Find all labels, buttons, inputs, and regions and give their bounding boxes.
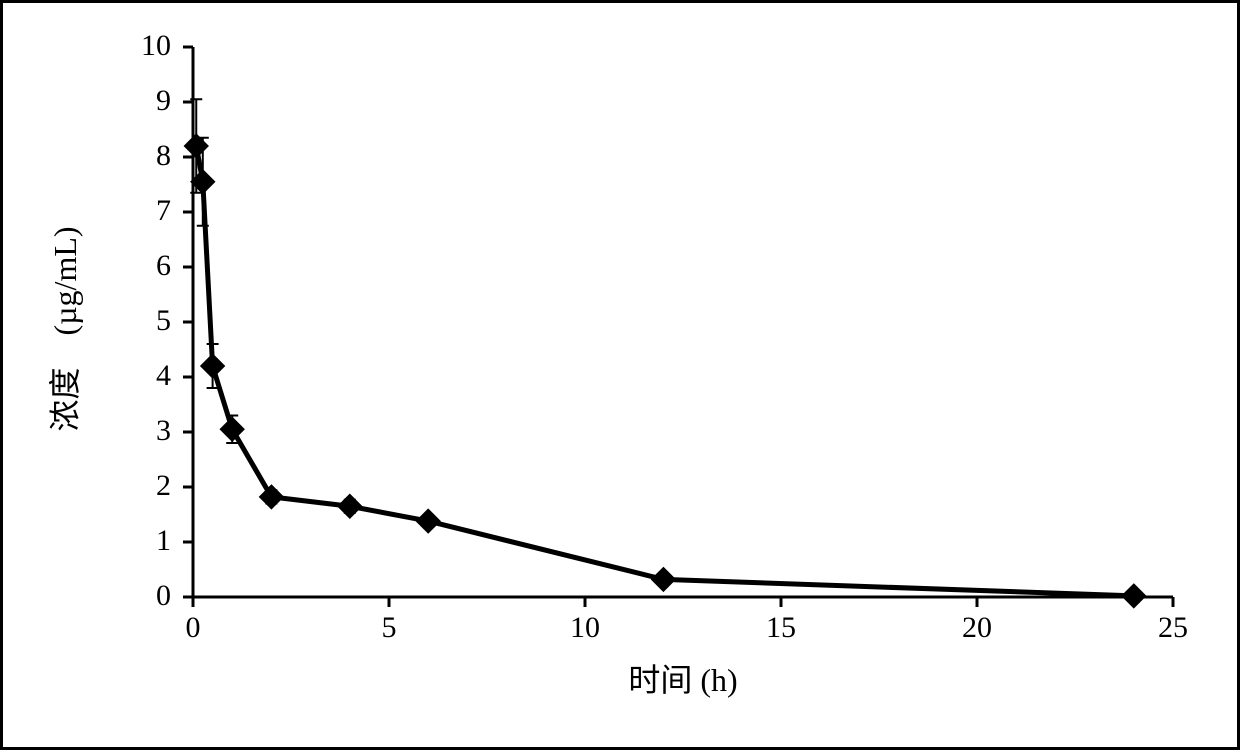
y-tick-label: 9 xyxy=(156,84,171,118)
y-tick-label: 2 xyxy=(156,469,171,503)
x-tick-label: 15 xyxy=(761,611,801,645)
x-tick-label: 10 xyxy=(565,611,605,645)
y-tick-label: 0 xyxy=(156,579,171,613)
y-tick-label: 8 xyxy=(156,139,171,173)
x-axis-label: 时间 (h) xyxy=(193,655,1173,701)
figure-frame: 浓度 (µg/mL) 时间 (h) 0 1 2 3 4 5 6 7 8 9 10 0 5 10 15 20 25 xyxy=(0,0,1240,750)
y-tick-label: 4 xyxy=(156,359,171,393)
x-tick-label: 20 xyxy=(957,611,997,645)
y-tick-label: 5 xyxy=(156,304,171,338)
y-tick-label: 7 xyxy=(156,194,171,228)
y-tick-label: 6 xyxy=(156,249,171,283)
y-tick-label: 10 xyxy=(141,29,171,63)
x-tick-label: 0 xyxy=(173,611,213,645)
x-tick-label: 25 xyxy=(1153,611,1193,645)
y-tick-label: 1 xyxy=(156,524,171,558)
x-tick-label: 5 xyxy=(369,611,409,645)
y-axis-label: 浓度 (µg/mL) xyxy=(40,179,86,479)
y-tick-label: 3 xyxy=(156,414,171,448)
